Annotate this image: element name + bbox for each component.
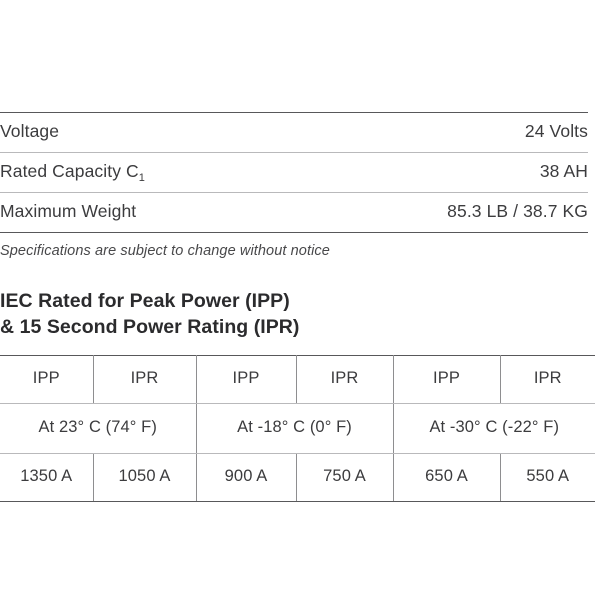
spec-label-voltage: Voltage <box>0 112 294 153</box>
spec-label-rated-capacity-text: Rated Capacity C <box>0 161 139 181</box>
page-title: IEC Rated for Peak Power (IPP) & 15 Seco… <box>0 289 299 340</box>
iec-temperature-23c: At 23° C (74° F) <box>0 403 197 454</box>
specification-table: Voltage 24 Volts Rated Capacity C1 38 AH… <box>0 112 588 233</box>
spec-value-voltage: 24 Volts <box>294 112 588 153</box>
iec-header-ipr-3: IPR <box>500 355 595 404</box>
table-row: Rated Capacity C1 38 AH <box>0 152 588 193</box>
table-row-values: 1350 A 1050 A 900 A 750 A 650 A 550 A <box>0 453 595 502</box>
spec-value-maximum-weight: 85.3 LB / 38.7 KG <box>294 192 588 233</box>
iec-value-ipr-3: 550 A <box>500 453 595 502</box>
page-title-line-2: & 15 Second Power Rating (IPR) <box>0 315 300 338</box>
iec-value-ipp-1: 1350 A <box>0 453 94 502</box>
spec-label-rated-capacity-subscript: 1 <box>138 172 145 184</box>
iec-value-ipp-2: 900 A <box>196 453 297 502</box>
table-row-temperatures: At 23° C (74° F) At -18° C (0° F) At -30… <box>0 403 595 454</box>
iec-header-ipp-2: IPP <box>196 355 297 404</box>
spec-value-rated-capacity: 38 AH <box>294 152 588 193</box>
iec-value-ipp-3: 650 A <box>393 453 501 502</box>
table-row: Maximum Weight 85.3 LB / 38.7 KG <box>0 192 588 233</box>
iec-header-ipp-3: IPP <box>393 355 501 404</box>
specifications-disclaimer: Specifications are subject to change wit… <box>0 243 330 259</box>
iec-header-ipp-1: IPP <box>0 355 94 404</box>
iec-ratings-table: IPP IPR IPP IPR IPP IPR At 23° C (74° F)… <box>0 355 595 502</box>
iec-temperature-minus18c: At -18° C (0° F) <box>196 403 394 454</box>
iec-temperature-minus30c: At -30° C (-22° F) <box>393 403 595 454</box>
spec-label-maximum-weight: Maximum Weight <box>0 192 294 233</box>
spec-label-rated-capacity: Rated Capacity C1 <box>0 152 294 193</box>
iec-value-ipr-1: 1050 A <box>93 453 197 502</box>
table-row-header: IPP IPR IPP IPR IPP IPR <box>0 355 595 404</box>
iec-header-ipr-2: IPR <box>296 355 394 404</box>
table-row: Voltage 24 Volts <box>0 112 588 153</box>
iec-header-ipr-1: IPR <box>93 355 197 404</box>
page-title-line-1: IEC Rated for Peak Power (IPP) <box>0 290 290 312</box>
iec-value-ipr-2: 750 A <box>296 453 394 502</box>
